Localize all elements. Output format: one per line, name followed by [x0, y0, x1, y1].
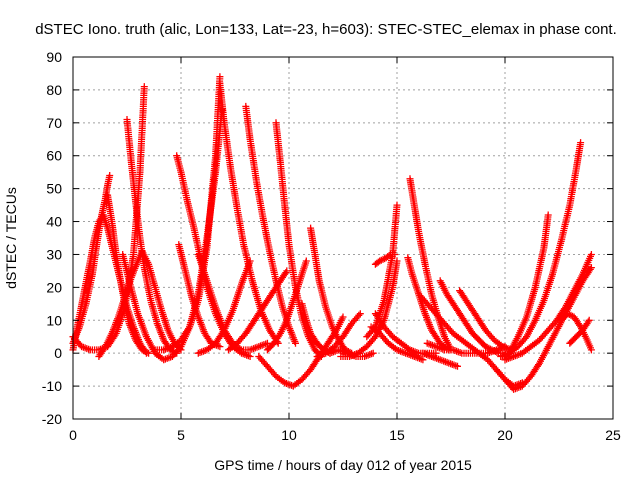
data-series-23: [313, 310, 364, 360]
ticks: 0 5 10 15 20 25 -20 -10 0 10 20 30 40 50 60 70 80 90: [42, 49, 621, 443]
data-series-39: [505, 211, 552, 357]
y-tick-label: 80: [46, 82, 62, 98]
data-series-29: [367, 323, 427, 364]
data-series-35: [423, 339, 509, 357]
data-series-27: [371, 251, 399, 268]
y-tick-label: 50: [46, 181, 62, 197]
series-markers: [263, 257, 310, 354]
data-series-40: [501, 251, 595, 364]
series-markers: [505, 211, 552, 357]
data-series-42: [566, 316, 593, 347]
y-tick-label: 90: [46, 49, 62, 65]
data-series-13: [216, 79, 282, 347]
x-tick-label: 15: [389, 427, 405, 443]
series-markers: [566, 316, 593, 347]
x-tick-label: 25: [605, 427, 621, 443]
data-series: [69, 73, 595, 393]
y-tick-label: 60: [46, 148, 62, 164]
data-series-36: [419, 349, 461, 370]
data-series-15: [194, 257, 254, 357]
grid: [73, 57, 613, 419]
series-markers: [194, 257, 254, 357]
series-markers: [313, 310, 364, 360]
y-axis-label: dSTEC / TECUs: [3, 187, 19, 289]
x-tick-label: 20: [497, 427, 513, 443]
y-tick-label: 40: [46, 214, 62, 230]
series-markers: [307, 224, 356, 357]
y-tick-label: 70: [46, 115, 62, 131]
data-series-20: [263, 257, 310, 354]
y-tick-label: 20: [46, 279, 62, 295]
data-series-12: [151, 73, 224, 354]
y-tick-label: 10: [46, 312, 62, 328]
y-tick-label: 0: [54, 345, 62, 361]
x-axis-label: GPS time / hours of day 012 of year 2015: [214, 457, 472, 473]
y-tick-label: 30: [46, 246, 62, 262]
y-tick-label: -20: [42, 411, 62, 427]
data-series-41: [557, 310, 595, 354]
series-markers: [371, 251, 399, 268]
data-series-17: [225, 267, 291, 354]
series-markers: [501, 251, 595, 364]
series-markers: [151, 73, 224, 354]
data-series-37: [497, 139, 585, 360]
x-tick-label: 5: [177, 427, 185, 443]
series-markers: [497, 139, 585, 360]
plot-border: [72, 56, 614, 420]
chart-title: dSTEC Iono. truth (alic, Lon=133, Lat=-2…: [35, 21, 617, 38]
series-markers: [225, 267, 291, 354]
series-markers: [216, 79, 282, 347]
data-series-22: [307, 224, 356, 357]
series-markers: [363, 201, 401, 341]
data-series-26: [363, 201, 401, 341]
x-tick-label: 0: [69, 427, 77, 443]
series-markers: [367, 323, 427, 364]
y-tick-label: -10: [42, 378, 62, 394]
series-markers: [557, 310, 595, 354]
x-tick-label: 10: [281, 427, 297, 443]
series-markers: [423, 339, 509, 357]
series-markers: [419, 349, 461, 370]
